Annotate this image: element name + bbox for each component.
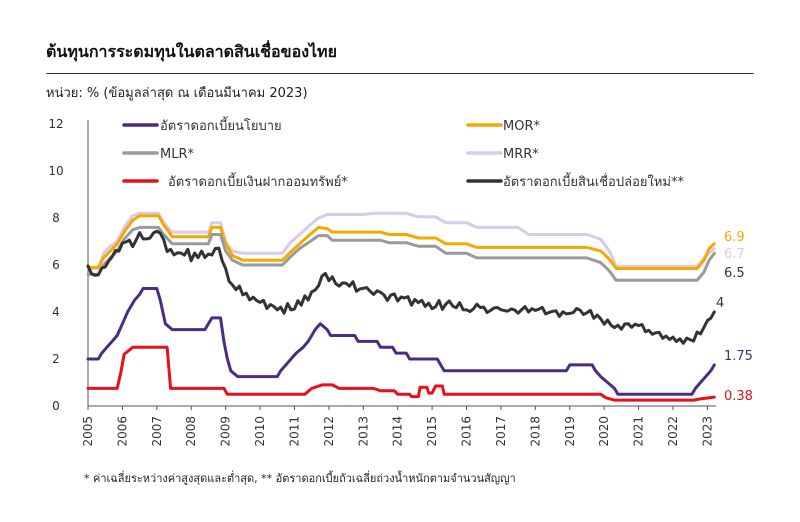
series-line-1 <box>86 214 716 270</box>
x-tick-label-2016: 2016 <box>460 416 474 447</box>
x-tick-label-2011: 2011 <box>287 416 301 447</box>
y-tick-label-0: 0 <box>52 399 60 413</box>
series-line-3 <box>86 211 716 270</box>
series-line-5 <box>86 229 716 345</box>
title-divider <box>46 73 754 74</box>
x-tick-label-2021: 2021 <box>632 416 646 447</box>
x-tick-label-2014: 2014 <box>391 416 405 447</box>
legend-label-1: MOR* <box>503 119 540 134</box>
end-label-5: 4 <box>716 296 724 311</box>
x-tick-label-2006: 2006 <box>115 416 129 447</box>
y-tick-label-10: 10 <box>48 164 63 178</box>
x-tick-label-2015: 2015 <box>425 416 439 447</box>
chart-title: ต้นทุนการระดมทุนในตลาดสินเชื่อของไทย <box>46 42 337 61</box>
x-tick-label-2023: 2023 <box>700 416 714 447</box>
x-tick-label-2020: 2020 <box>597 416 611 447</box>
legend-label-0: อัตราดอกเบี้ยนโยบาย <box>160 116 282 134</box>
x-tick-label-2018: 2018 <box>528 416 542 447</box>
series-line-2 <box>86 225 716 282</box>
y-tick-label-4: 4 <box>52 305 60 319</box>
x-tick-label-2008: 2008 <box>184 416 198 447</box>
series-line-4 <box>86 345 716 402</box>
legend-label-5: อัตราดอกเบี้ยสินเชื่อปล่อยใหม่** <box>503 172 684 190</box>
legend-label-2: MLR* <box>160 147 194 162</box>
end-label-4: 0.38 <box>724 389 753 404</box>
x-tick-label-2019: 2019 <box>563 416 577 447</box>
x-tick-label-2013: 2013 <box>356 416 370 447</box>
footnote: * ค่าเฉลี่ยระหว่างค่าสูงสุดและต่ำสุด, **… <box>84 472 516 485</box>
x-tick-label-2012: 2012 <box>322 416 336 447</box>
end-label-1: 6.9 <box>724 230 745 245</box>
end-label-3: 6.7 <box>724 247 745 262</box>
x-tick-label-2005: 2005 <box>81 416 95 447</box>
legend-label-3: MRR* <box>503 147 539 162</box>
x-tick-label-2009: 2009 <box>219 416 233 447</box>
end-label-0: 1.75 <box>724 349 753 364</box>
end-label-2: 6.5 <box>724 266 745 281</box>
y-tick-label-2: 2 <box>52 352 60 366</box>
x-tick-label-2007: 2007 <box>150 416 164 447</box>
y-tick-label-8: 8 <box>52 211 60 225</box>
legend-label-4: อัตราดอกเบี้ยเงินฝากออมทรัพย์* <box>168 172 348 190</box>
series-line-0 <box>86 287 716 396</box>
y-tick-label-6: 6 <box>52 258 60 272</box>
x-tick-label-2017: 2017 <box>494 416 508 447</box>
x-tick-label-2010: 2010 <box>253 416 267 447</box>
chart-subtitle: หน่วย: % (ข้อมูลล่าสุด ณ เดือนมีนาคม 202… <box>46 86 308 101</box>
y-tick-label-12: 12 <box>48 117 63 131</box>
x-tick-label-2022: 2022 <box>666 416 680 447</box>
